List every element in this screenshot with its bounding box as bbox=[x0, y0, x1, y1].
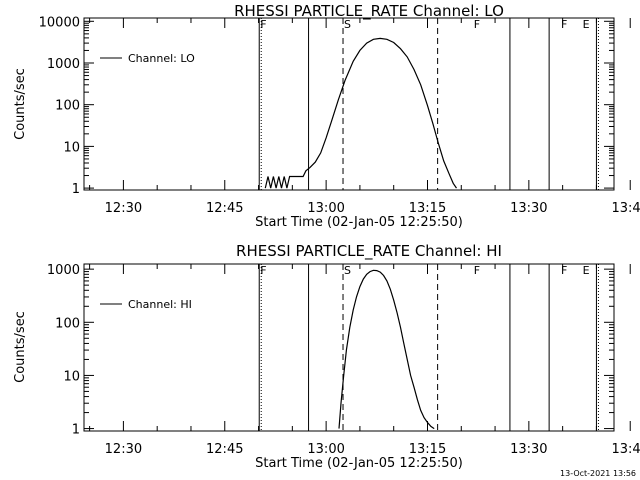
x-tick-label: 13:45 bbox=[611, 201, 640, 216]
x-tick-label: 13:30 bbox=[510, 442, 547, 457]
y-axis-label: Counts/sec bbox=[13, 68, 28, 140]
x-axis-label: Start Time (02-Jan-05 12:25:50) bbox=[255, 456, 463, 471]
event-letter: S bbox=[344, 264, 351, 277]
y-tick-label: 1 bbox=[72, 182, 80, 197]
event-letter: F bbox=[260, 264, 266, 277]
event-letter: E bbox=[583, 18, 590, 31]
x-tick-label: 13:30 bbox=[510, 201, 547, 216]
event-letter: E bbox=[583, 264, 590, 277]
plot-frame bbox=[83, 17, 615, 191]
x-tick-label: 13:45 bbox=[611, 442, 640, 457]
chart-panel-0 bbox=[83, 17, 631, 191]
series-line-0 bbox=[338, 269, 435, 430]
event-letter: F bbox=[474, 264, 480, 277]
x-tick-label: 12:45 bbox=[206, 201, 243, 216]
y-tick-label: 1 bbox=[72, 423, 80, 438]
plot-frame bbox=[83, 263, 615, 432]
event-letter: F bbox=[474, 18, 480, 31]
x-tick-label: 13:00 bbox=[307, 201, 344, 216]
legend-entry: Channel: LO bbox=[128, 52, 195, 65]
y-axis-label: Counts/sec bbox=[13, 311, 28, 383]
x-tick-label: 12:30 bbox=[105, 201, 142, 216]
footer-timestamp: 13-Oct-2021 13:56 bbox=[560, 469, 636, 478]
x-tick-label: 12:30 bbox=[105, 442, 142, 457]
y-tick-label: 10 bbox=[63, 140, 80, 155]
y-tick-label: 1000 bbox=[47, 57, 80, 72]
x-tick-label: 13:15 bbox=[409, 201, 446, 216]
x-tick-label: 13:15 bbox=[409, 442, 446, 457]
y-tick-label: 10000 bbox=[39, 15, 80, 30]
chart-title: RHESSI PARTICLE_RATE Channel: LO bbox=[234, 2, 504, 21]
event-letter: F bbox=[561, 18, 567, 31]
x-tick-label: 12:45 bbox=[206, 442, 243, 457]
legend-entry: Channel: HI bbox=[128, 298, 192, 311]
chart-panel-1 bbox=[83, 263, 631, 432]
y-tick-label: 1000 bbox=[47, 263, 80, 278]
y-tick-label: 10 bbox=[63, 369, 80, 384]
event-letter: F bbox=[260, 18, 266, 31]
y-tick-label: 100 bbox=[55, 99, 80, 114]
event-letter: S bbox=[344, 18, 351, 31]
event-letter: F bbox=[561, 264, 567, 277]
y-tick-label: 100 bbox=[55, 316, 80, 331]
series-line-0 bbox=[264, 37, 457, 189]
chart-title: RHESSI PARTICLE_RATE Channel: HI bbox=[236, 242, 502, 261]
x-tick-label: 13:00 bbox=[307, 442, 344, 457]
x-axis-label: Start Time (02-Jan-05 12:25:50) bbox=[255, 215, 463, 230]
